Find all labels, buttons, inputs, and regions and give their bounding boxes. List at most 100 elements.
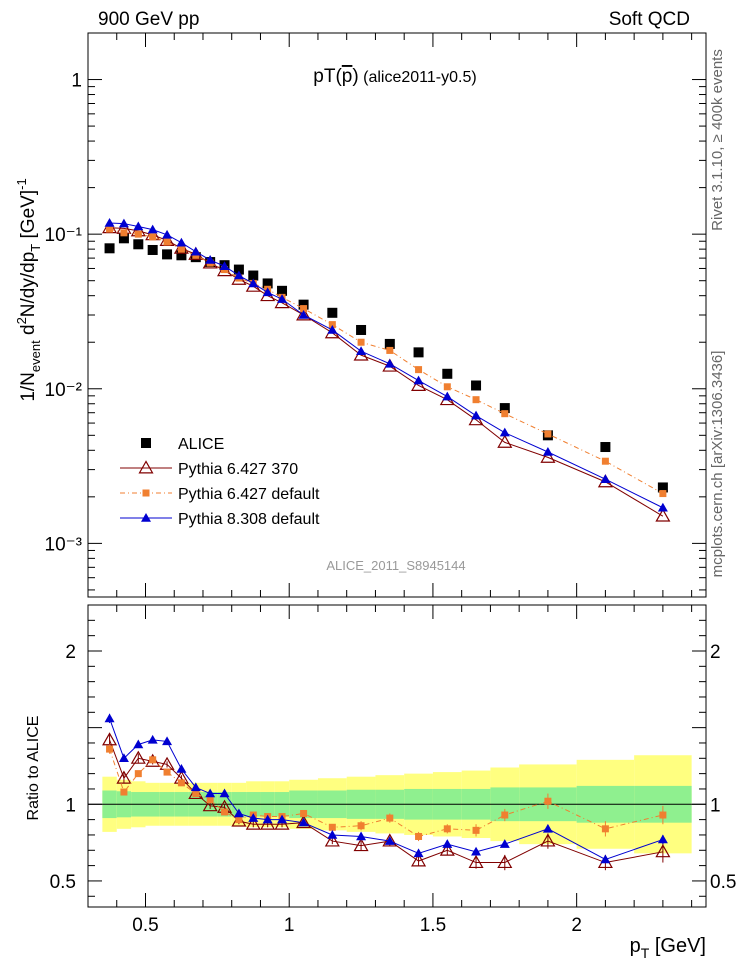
ratio-point-pythia-6-427-default <box>501 811 509 819</box>
header-right-label: Soft QCD <box>609 9 690 30</box>
data-point-pythia-8-308-default <box>262 287 273 297</box>
data-point-pythia-8-308-default <box>356 346 367 355</box>
ratio-point-pythia-8-308-default <box>233 808 244 818</box>
ratio-y-tick-label: 2 <box>710 642 721 663</box>
ratio-point-pythia-8-308-default <box>499 839 510 848</box>
ratio-point-pythia-6-427-370 <box>540 833 556 847</box>
ratio-panel: 0.5 1 1.5 2 0.5 0.5 1 1 2 2 <box>50 604 736 936</box>
ratio-point-pythia-6-427-default <box>472 826 480 834</box>
data-point-pythia-6-427-default <box>134 230 142 238</box>
data-point-alice <box>471 380 482 391</box>
ratio-point-pythia-8-308-default <box>176 764 187 773</box>
upper-y-tick-label: 10⁻³ <box>45 534 83 555</box>
data-point-pythia-8-308-default <box>133 221 144 231</box>
data-point-alice <box>600 442 611 453</box>
legend-label: ALICE <box>178 436 224 453</box>
data-point-pythia-6-427-default <box>300 305 308 313</box>
ratio-point-pythia-6-427-default <box>206 796 214 804</box>
ratio-point-pythia-6-427-370 <box>245 816 261 830</box>
upper-y-axis-label: 1/Nevent d2N/dy/dpT [GeV]-1 <box>14 178 43 401</box>
ratio-point-pythia-6-427-370 <box>468 854 484 869</box>
legend-label: Pythia 8.308 default <box>178 511 320 528</box>
ratio-point-pythia-6-427-370 <box>274 816 290 830</box>
data-point-alice <box>327 307 338 318</box>
ratio-point-pythia-6-427-default <box>415 832 423 840</box>
data-point-pythia-6-427-370 <box>655 508 671 522</box>
ratio-point-pythia-6-427-default <box>386 814 394 822</box>
header-left-label: 900 GeV pp <box>98 9 199 30</box>
x-tick-label: 2 <box>571 915 582 936</box>
ratio-point-pythia-8-308-default <box>356 831 367 841</box>
ratio-point-pythia-6-427-370 <box>130 750 146 764</box>
data-point-pythia-6-427-default <box>659 490 667 498</box>
data-point-pythia-8-308-default <box>499 427 510 437</box>
ratio-point-pythia-6-427-default <box>221 808 229 816</box>
data-point-pythia-6-427-default <box>544 430 552 438</box>
ratio-point-pythia-8-308-default <box>205 788 216 798</box>
data-point-pythia-6-427-default <box>472 396 480 404</box>
data-point-pythia-6-427-default <box>415 366 423 374</box>
upper-y-tick-label: 10⁻¹ <box>45 225 83 246</box>
ratio-point-pythia-8-308-default <box>600 854 611 864</box>
ratio-point-pythia-6-427-370 <box>411 853 427 867</box>
data-point-alice <box>442 368 453 379</box>
data-point-alice <box>248 270 259 281</box>
ratio-point-pythia-6-427-default <box>177 779 185 787</box>
ratio-line-pythia-6-427-370 <box>109 739 663 864</box>
lower-y-axis-label: Ratio to ALICE <box>25 716 42 821</box>
data-point-pythia-8-308-default <box>657 502 668 512</box>
data-point-pythia-8-308-default <box>542 446 553 456</box>
data-point-pythia-6-427-default <box>177 245 185 253</box>
analysis-watermark: ALICE_2011_S8945144 <box>326 558 465 573</box>
series-line-pythia-6-427-default <box>109 228 664 494</box>
ratio-point-pythia-6-427-370 <box>439 842 455 856</box>
ratio-point-pythia-6-427-default <box>120 788 128 796</box>
lower-frame <box>87 604 707 908</box>
data-point-pythia-8-308-default <box>104 218 115 227</box>
ratio-y-tick-label: 2 <box>65 642 76 663</box>
data-point-pythia-8-308-default <box>205 255 216 264</box>
data-point-pythia-6-427-default <box>601 457 609 465</box>
ratio-point-pythia-6-427-default <box>235 816 243 824</box>
data-point-pythia-6-427-370 <box>296 307 312 321</box>
data-point-pythia-6-427-370 <box>497 434 513 448</box>
data-point-pythia-8-308-default <box>277 294 288 303</box>
ratio-point-pythia-8-308-default <box>190 782 201 792</box>
x-tick-label: 1.5 <box>420 915 446 936</box>
data-point-alice <box>147 244 158 255</box>
data-point-pythia-6-427-370 <box>411 377 427 391</box>
data-point-pythia-8-308-default <box>248 278 259 288</box>
ratio-point-pythia-8-308-default <box>133 739 144 749</box>
ratio-y-tick-label: 1 <box>65 795 76 816</box>
x-tick-label: 1 <box>284 915 295 936</box>
series-line-pythia-8-308-default <box>109 222 664 509</box>
data-point-alice <box>384 338 395 349</box>
data-point-alice <box>118 233 129 244</box>
x-axis-label: pT [GeV] <box>630 935 706 961</box>
legend-marker-pythia-6-427-default <box>142 489 150 497</box>
data-point-pythia-6-427-default <box>106 225 114 233</box>
data-point-pythia-8-308-default <box>471 410 482 420</box>
data-point-alice <box>162 249 173 260</box>
legend-marker-alice <box>141 438 151 448</box>
ratio-point-pythia-6-427-default <box>163 768 171 776</box>
ratio-point-pythia-6-427-default <box>443 825 451 833</box>
ratio-point-pythia-6-427-default <box>659 811 667 819</box>
ratio-point-pythia-8-308-default <box>262 814 273 824</box>
ratio-point-pythia-8-308-default <box>162 736 173 746</box>
data-point-pythia-6-427-default <box>357 338 365 346</box>
ratio-point-pythia-8-308-default <box>219 788 230 798</box>
ratio-point-pythia-8-308-default <box>442 839 453 848</box>
data-point-pythia-8-308-default <box>190 246 201 256</box>
data-point-pythia-8-308-default <box>327 324 338 334</box>
ratio-point-pythia-8-308-default <box>104 713 115 723</box>
ratio-point-pythia-6-427-default <box>357 822 365 830</box>
ratio-point-pythia-8-308-default <box>413 848 424 858</box>
data-point-pythia-6-427-default <box>443 383 451 391</box>
x-tick-label: 0.5 <box>132 915 158 936</box>
ratio-point-pythia-6-427-default <box>328 823 336 831</box>
data-point-pythia-8-308-default <box>442 391 453 401</box>
data-point-pythia-6-427-default <box>328 321 336 329</box>
legend-marker-pythia-6-427-370 <box>138 460 154 474</box>
ratio-point-pythia-8-308-default <box>298 817 309 827</box>
